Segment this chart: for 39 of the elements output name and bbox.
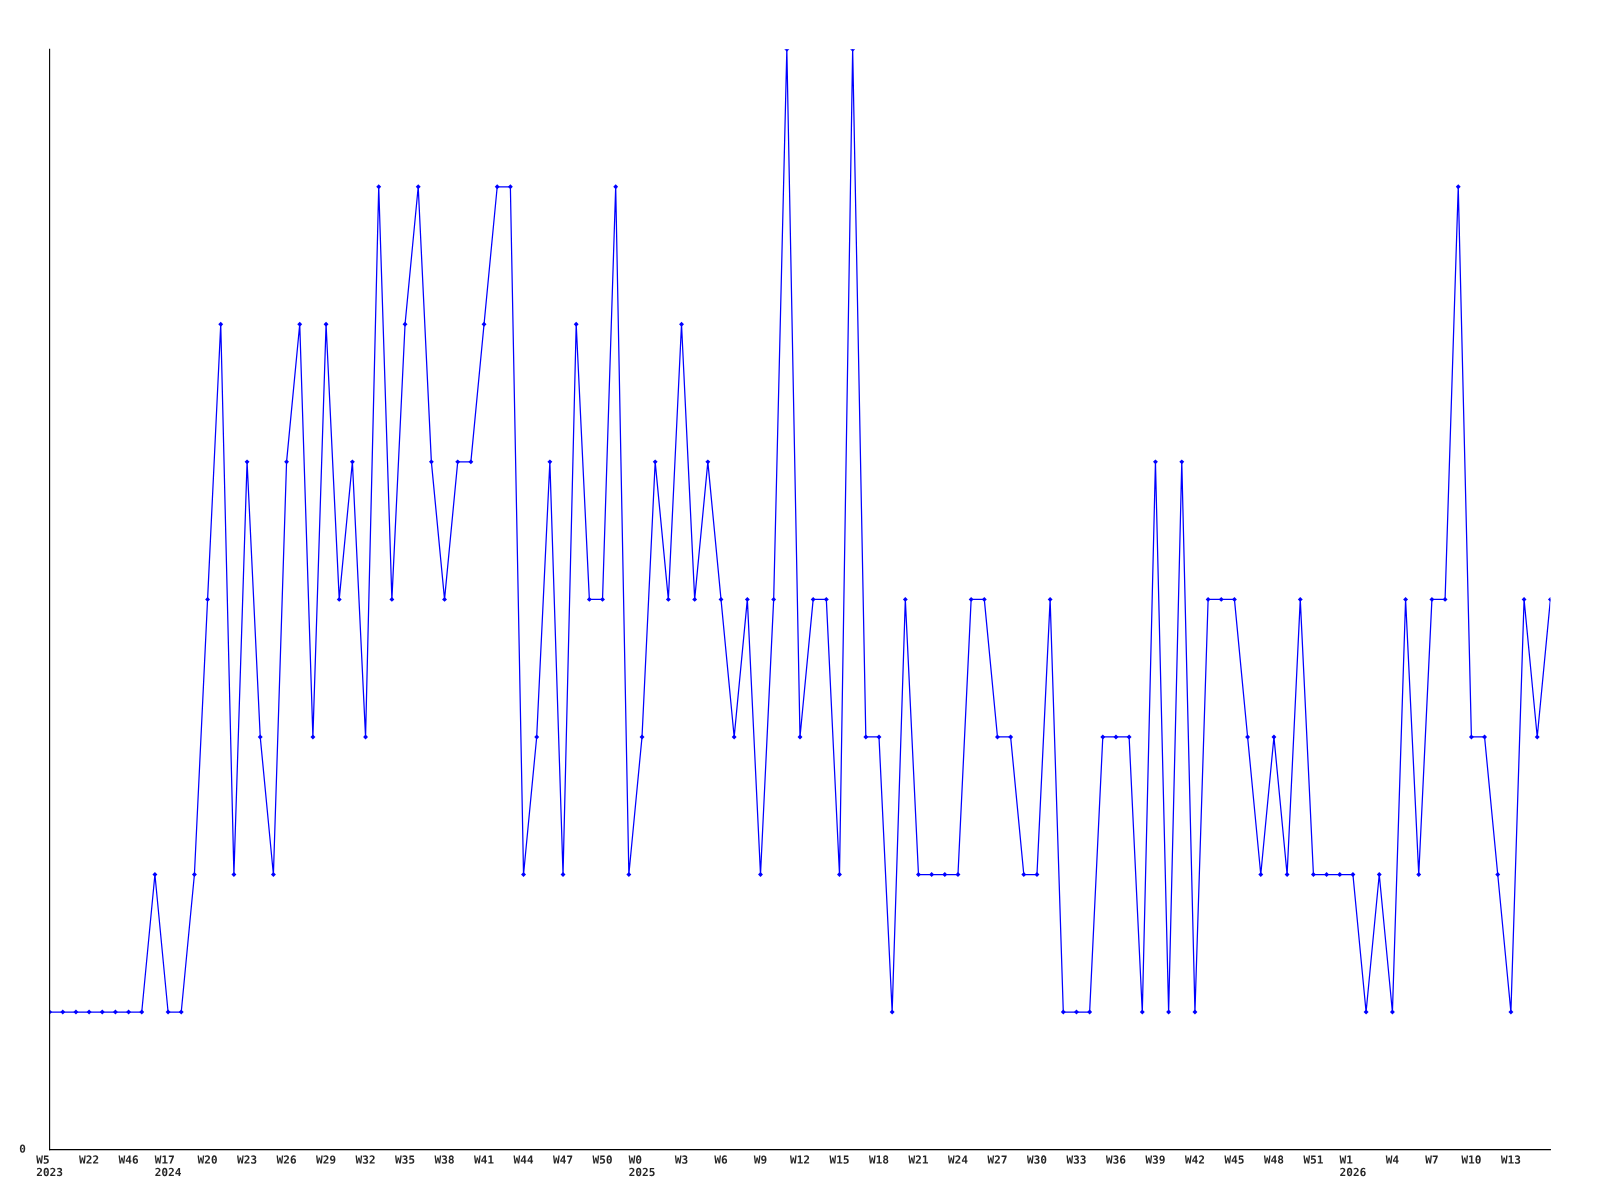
x-tick-label: W4 bbox=[1385, 1155, 1399, 1164]
x-tick-label: W30 bbox=[1026, 1155, 1047, 1164]
x-tick-label: W20 bbox=[197, 1155, 217, 1164]
x-tick-label: W12 bbox=[789, 1155, 810, 1164]
x-tick-label: W41 bbox=[474, 1155, 494, 1164]
x-tick-label: W23 bbox=[237, 1155, 257, 1164]
x-tick-label: W27 bbox=[987, 1155, 1007, 1164]
x-tick-label: W0 2025 bbox=[628, 1155, 655, 1177]
x-tick-label: W44 bbox=[513, 1155, 534, 1164]
x-tick-label: W47 bbox=[553, 1155, 573, 1164]
x-tick-label: W33 bbox=[1066, 1155, 1086, 1164]
x-tick-label: W32 bbox=[355, 1155, 375, 1164]
x-tick-label: W13 bbox=[1500, 1155, 1521, 1164]
x-tick-label: W6 bbox=[714, 1155, 728, 1164]
x-tick-label: W10 bbox=[1461, 1155, 1481, 1164]
x-tick-label: W9 bbox=[753, 1155, 767, 1164]
x-tick-label: W22 bbox=[79, 1155, 99, 1164]
x-tick-label: W5 2023 bbox=[36, 1155, 63, 1177]
x-tick-label: W35 bbox=[395, 1155, 415, 1164]
x-tick-label: W3 bbox=[674, 1155, 688, 1164]
x-tick-label: W50 bbox=[592, 1155, 612, 1164]
x-tick-label: W18 bbox=[868, 1155, 889, 1164]
x-tick-label: W26 bbox=[276, 1155, 296, 1164]
x-tick-label: W46 bbox=[118, 1155, 139, 1164]
x-tick-label: W24 bbox=[947, 1155, 968, 1164]
x-tick-label: W7 bbox=[1425, 1155, 1438, 1164]
x-tick-label: W39 bbox=[1145, 1155, 1165, 1164]
x-tick-label: W36 bbox=[1105, 1155, 1126, 1164]
x-tick-label: W48 bbox=[1263, 1155, 1284, 1164]
x-tick-label: W38 bbox=[434, 1155, 454, 1164]
x-tick-label: W45 bbox=[1224, 1155, 1244, 1164]
x-tick-label: W1 2026 bbox=[1339, 1155, 1366, 1177]
x-tick-label: W51 bbox=[1303, 1155, 1323, 1164]
x-tick-label: W42 bbox=[1184, 1155, 1205, 1164]
text: 0 bbox=[19, 1144, 26, 1153]
x-tick-label: W21 bbox=[908, 1155, 928, 1164]
x-tick-label: W15 bbox=[829, 1155, 849, 1164]
x-tick-label: W17 2024 bbox=[154, 1155, 181, 1177]
x-tick-label: W29 bbox=[316, 1155, 336, 1164]
